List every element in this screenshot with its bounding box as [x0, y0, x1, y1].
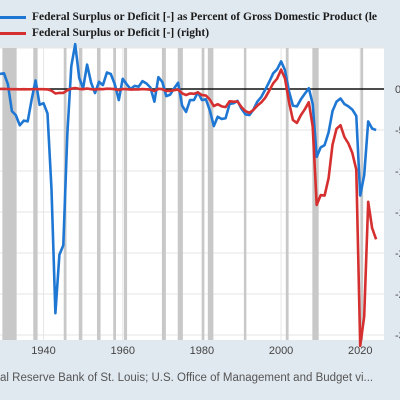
recession-band — [285, 48, 289, 340]
legend-item-deficit-dollars[interactable]: Federal Surplus or Deficit [-] (right) — [0, 27, 209, 39]
legend-label: Federal Surplus or Deficit [-] as Percen… — [32, 11, 378, 23]
recession-band — [243, 48, 247, 340]
recession-band — [33, 48, 38, 340]
recession-band — [123, 48, 128, 340]
y-right-tick-label: -1,500 — [395, 207, 400, 219]
series-line-percent-gdp — [0, 42, 377, 315]
x-tick-label: 2000 — [269, 345, 293, 357]
x-tick-label: 1940 — [31, 345, 55, 357]
y-right-tick-label: -1,000 — [395, 166, 400, 178]
legend-swatch-red — [0, 31, 26, 35]
y-right-tick-label: -3,000 — [395, 330, 400, 342]
y-right-tick-label: -500 — [395, 125, 400, 137]
x-tick-label: 1980 — [190, 345, 214, 357]
recession-band — [78, 48, 83, 340]
recession-band — [360, 48, 364, 340]
chart-legend: Federal Surplus or Deficit [-] as Percen… — [0, 0, 400, 44]
series-line-dollars — [0, 68, 378, 348]
recession-band — [177, 48, 183, 340]
y-right-tick-label: -2,000 — [395, 248, 400, 260]
recession-band — [96, 48, 101, 340]
y-right-tick-label: -2,500 — [395, 289, 400, 301]
legend-swatch-blue — [0, 15, 26, 19]
recession-band — [201, 48, 205, 340]
recession-band — [2, 48, 17, 340]
recession-band — [207, 48, 214, 340]
source-note: al Reserve Bank of St. Louis; U.S. Offic… — [0, 372, 374, 384]
y-right-tick-label: 0 — [395, 84, 400, 96]
recession-band — [113, 48, 116, 340]
x-tick-label: 2020 — [348, 345, 372, 357]
recession-band — [161, 48, 166, 340]
legend-item-deficit-percent-gdp[interactable]: Federal Surplus or Deficit [-] as Percen… — [0, 11, 377, 23]
legend-label: Federal Surplus or Deficit [-] (right) — [32, 27, 210, 39]
x-tick-label: 1960 — [110, 345, 134, 357]
